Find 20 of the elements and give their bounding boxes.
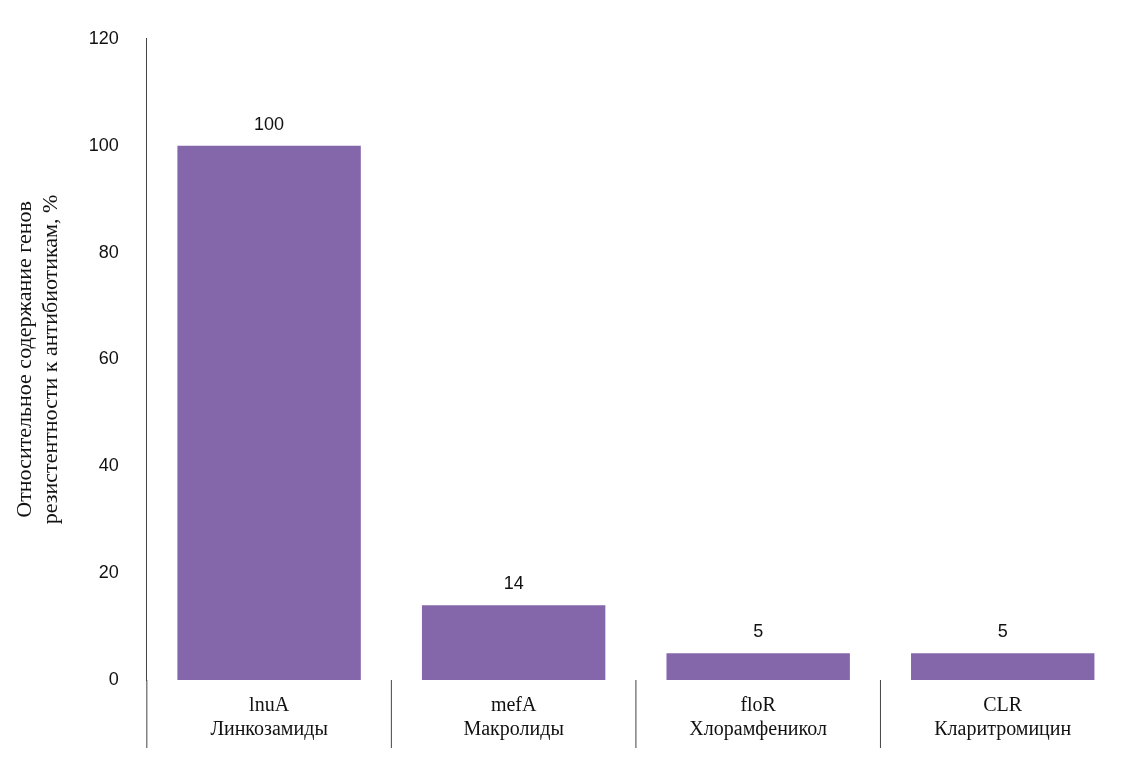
x-tick-label: mefA Макролиды xyxy=(463,693,564,741)
data-label: 14 xyxy=(503,573,524,594)
y-axis-title: Относительное содержание генов резистентности к антибиотикам, % xyxy=(10,194,63,525)
bar xyxy=(911,653,1095,680)
bar xyxy=(421,605,606,680)
bar xyxy=(666,653,850,680)
y-tick-label: 0 xyxy=(108,668,119,689)
x-tick-label: CLR Кларитромицин xyxy=(934,693,1072,741)
y-tick-label: 80 xyxy=(98,241,119,262)
y-tick-label: 60 xyxy=(98,348,119,369)
x-tick-label: lnuA Линкозамиды xyxy=(210,693,328,741)
y-tick-label: 40 xyxy=(98,455,119,476)
y-tick-label: 100 xyxy=(88,134,119,155)
data-label: 100 xyxy=(254,113,285,134)
x-tick-label: floR Хлорамфеникол xyxy=(689,693,828,741)
data-label: 5 xyxy=(753,621,764,642)
bar xyxy=(177,145,361,680)
y-tick-label: 120 xyxy=(88,27,119,48)
data-label: 5 xyxy=(997,621,1008,642)
y-tick-label: 20 xyxy=(98,562,119,583)
